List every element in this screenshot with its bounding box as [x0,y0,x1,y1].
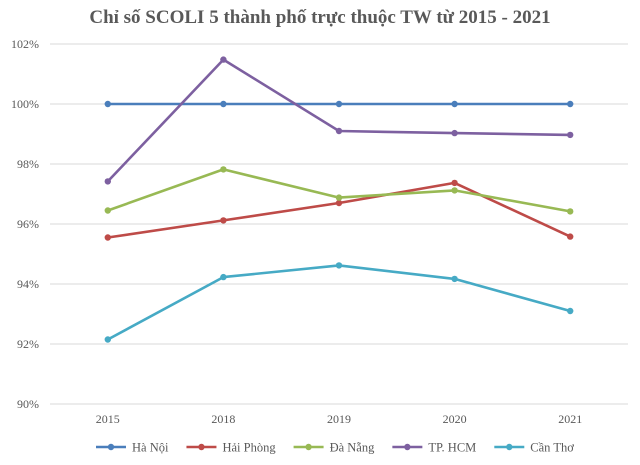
x-axis-ticks: 2015 2018 2019 2020 2021 [96,412,582,426]
series-3 [104,56,574,185]
legend-swatch-marker [506,443,513,451]
data-point [104,100,112,108]
series-2 [104,166,574,215]
data-point [335,194,343,201]
series-line [106,264,572,341]
data-point [451,179,458,187]
legend-item: Hà Nội [96,441,169,455]
series-lines [104,56,574,343]
legend-label: TP. HCM [428,441,476,455]
legend-item: Cần Thơ [494,441,574,455]
legend-swatch-marker [404,443,411,451]
data-point [104,336,112,343]
data-point [335,199,343,207]
data-point [220,217,227,224]
series-0 [104,100,574,108]
x-tick-label: 2020 [443,412,467,426]
x-tick-label: 2019 [327,412,351,426]
legend-label: Hà Nội [132,441,169,455]
y-axis-ticks: 90% 92% 94% 96% 98% 100% 102% [11,37,39,411]
legend: Hà Nội Hải Phòng Đà Nẵng TP. HCM Cần Thơ [96,441,574,455]
series-line [106,181,572,239]
y-tick-label: 90% [17,397,39,411]
data-point [220,166,227,173]
series-line [106,58,572,183]
data-point [220,56,227,63]
data-point [335,262,343,269]
legend-label: Đà Nẵng [330,441,376,455]
y-tick-label: 102% [11,37,39,51]
series-1 [104,179,574,241]
x-tick-label: 2015 [96,412,120,426]
legend-swatch-marker [107,443,115,451]
legend-swatch-marker [198,443,205,451]
data-point [104,178,112,185]
x-tick-label: 2018 [211,412,235,426]
data-point [567,233,574,240]
y-tick-label: 100% [11,97,39,111]
y-tick-label: 98% [17,157,39,171]
data-point [335,127,343,135]
y-tick-label: 96% [17,217,39,231]
legend-item: Đà Nẵng [293,441,376,455]
data-point [335,100,343,108]
data-point [104,234,112,241]
data-point [451,187,458,194]
legend-label: Hải Phòng [222,441,276,455]
data-point [567,307,574,315]
data-point [220,273,227,281]
y-tick-label: 92% [17,337,39,351]
legend-label: Cần Thơ [530,441,574,455]
data-point [104,207,112,214]
legend-swatch-marker [305,443,312,451]
y-tick-label: 94% [17,277,39,291]
legend-item: Hải Phòng [186,441,276,455]
legend-item: TP. HCM [392,441,476,455]
data-point [220,100,227,108]
data-point [451,100,458,108]
x-tick-label: 2021 [558,412,582,426]
data-point [567,208,574,215]
chart-title: Chỉ số SCOLI 5 thành phố trực thuộc TW t… [89,7,550,28]
data-point [451,275,458,283]
data-point [567,100,574,108]
data-point [451,129,458,137]
data-point [567,131,574,139]
series-4 [104,262,574,343]
